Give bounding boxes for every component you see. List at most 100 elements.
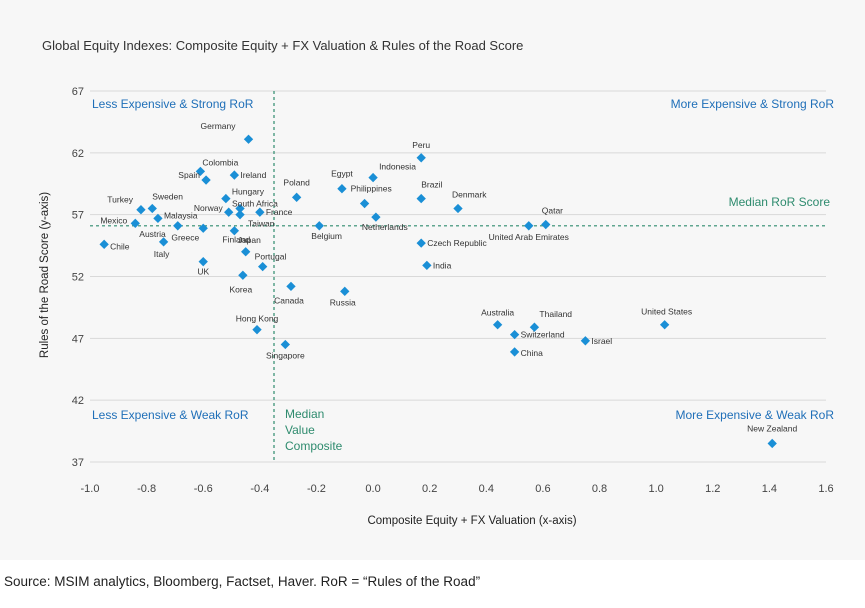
data-point — [235, 209, 245, 220]
data-point — [371, 212, 381, 222]
y-tick-label: 57 — [72, 210, 84, 222]
y-tick-label: 52 — [72, 272, 84, 284]
x-tick-label: 1.0 — [649, 483, 664, 495]
data-point-label: Qatar — [542, 206, 563, 216]
data-point-label: India — [433, 260, 452, 270]
data-point-label: Ireland — [240, 170, 266, 180]
data-point — [416, 153, 426, 163]
scatter-chart: Global Equity Indexes: Composite Equity … — [39, 38, 835, 527]
x-tick-label: 0.4 — [479, 483, 494, 495]
data-point — [147, 203, 157, 214]
data-point — [492, 320, 503, 330]
data-point — [99, 239, 109, 250]
grid-lines — [90, 90, 826, 463]
data-point-label: Austria — [139, 229, 166, 239]
quadrant-label-top-left: Less Expensive & Strong RoR — [92, 97, 254, 111]
x-tick-label: 1.6 — [818, 483, 833, 495]
data-point — [136, 205, 146, 215]
data-point — [158, 237, 169, 247]
data-point-label: South Africa — [232, 198, 278, 208]
median-value-label-line3: Composite — [285, 439, 343, 453]
data-point — [509, 347, 520, 357]
data-point-label: Singapore — [266, 351, 305, 361]
data-point-label: Italy — [154, 249, 170, 259]
data-point — [195, 166, 206, 177]
data-point — [258, 261, 268, 272]
x-tick-label: -0.2 — [307, 483, 326, 495]
data-point-label: Finland — [222, 235, 250, 245]
data-point — [368, 172, 378, 183]
data-point-label: Belgium — [311, 231, 342, 241]
data-point — [416, 193, 426, 204]
y-tick-label: 67 — [72, 86, 84, 98]
data-point-label: Canada — [274, 295, 304, 305]
data-point-label: Norway — [194, 203, 224, 213]
data-point — [659, 320, 670, 330]
data-point — [241, 247, 251, 257]
data-point-label: Chile — [110, 241, 130, 251]
data-point-label: Hong Kong — [236, 314, 279, 324]
quadrant-label-bottom-right: More Expensive & Weak RoR — [675, 408, 834, 422]
chart-title: Global Equity Indexes: Composite Equity … — [42, 38, 523, 53]
median-ror-label: Median RoR Score — [729, 195, 831, 209]
median-value-label-line2: Value — [285, 423, 315, 437]
x-tick-label: 1.2 — [705, 483, 720, 495]
quadrant-label-top-right: More Expensive & Strong RoR — [671, 97, 835, 111]
data-point — [280, 339, 290, 350]
data-point-label: Korea — [230, 284, 253, 294]
data-point-label: Philippines — [351, 184, 392, 194]
data-point-label: China — [521, 348, 543, 358]
y-tick-label: 62 — [72, 148, 84, 160]
data-point — [198, 223, 208, 233]
data-point — [255, 207, 265, 217]
x-tick-label: 0.0 — [365, 483, 380, 495]
data-point — [340, 286, 350, 297]
data-point — [314, 221, 324, 231]
data-point — [201, 175, 211, 185]
data-point-label: France — [266, 207, 293, 217]
data-point-label: Netherlands — [362, 222, 408, 232]
data-point — [243, 134, 254, 144]
y-tick-label: 37 — [72, 457, 84, 469]
data-point — [252, 325, 262, 335]
y-axis-title: Rules of the Road Score (y-axis) — [39, 192, 51, 358]
data-point — [173, 221, 183, 231]
data-point — [580, 336, 591, 346]
data-point-label: Indonesia — [379, 162, 416, 172]
data-point — [453, 203, 463, 214]
data-point-label: Spain — [178, 170, 200, 180]
data-point — [524, 221, 534, 231]
x-tick-label: -0.6 — [194, 483, 213, 495]
data-point-label: Poland — [283, 177, 310, 187]
data-point-label: Australia — [481, 308, 514, 318]
data-point-label: New Zealand — [747, 423, 797, 433]
data-point-label: Malaysia — [164, 210, 198, 220]
data-point-label: Denmark — [452, 189, 487, 199]
data-point-label: Egypt — [331, 169, 353, 179]
data-point — [509, 329, 520, 340]
data-point — [541, 219, 551, 230]
data-point — [337, 184, 347, 194]
data-point — [153, 213, 163, 224]
data-point — [229, 170, 240, 180]
median-lines — [90, 91, 826, 462]
data-point — [238, 270, 248, 280]
data-point — [286, 281, 296, 292]
y-tick-label: 47 — [72, 333, 84, 345]
data-point — [416, 238, 426, 248]
data-point — [221, 193, 231, 204]
data-point-label: Hungary — [232, 187, 265, 197]
data-point-label: Thailand — [539, 309, 572, 319]
source-note: Source: MSIM analytics, Bloomberg, Facts… — [4, 574, 481, 589]
data-point — [130, 218, 140, 228]
data-point-label: Greece — [171, 232, 199, 242]
data-point-label: Israel — [591, 336, 612, 346]
data-point-label: Peru — [412, 140, 430, 150]
data-point-label: Portugal — [255, 252, 287, 262]
data-point-label: United Arab Emirates — [489, 232, 569, 242]
data-point-label: Germany — [201, 121, 237, 131]
data-point-label: Colombia — [202, 157, 238, 167]
axis-ticks: 37 42 47 52 57 62 67 -1.0 -0.8 -0.6 -0.4 -0.2 0.0 0.2… — [72, 86, 834, 495]
x-tick-label: 0.8 — [592, 483, 607, 495]
